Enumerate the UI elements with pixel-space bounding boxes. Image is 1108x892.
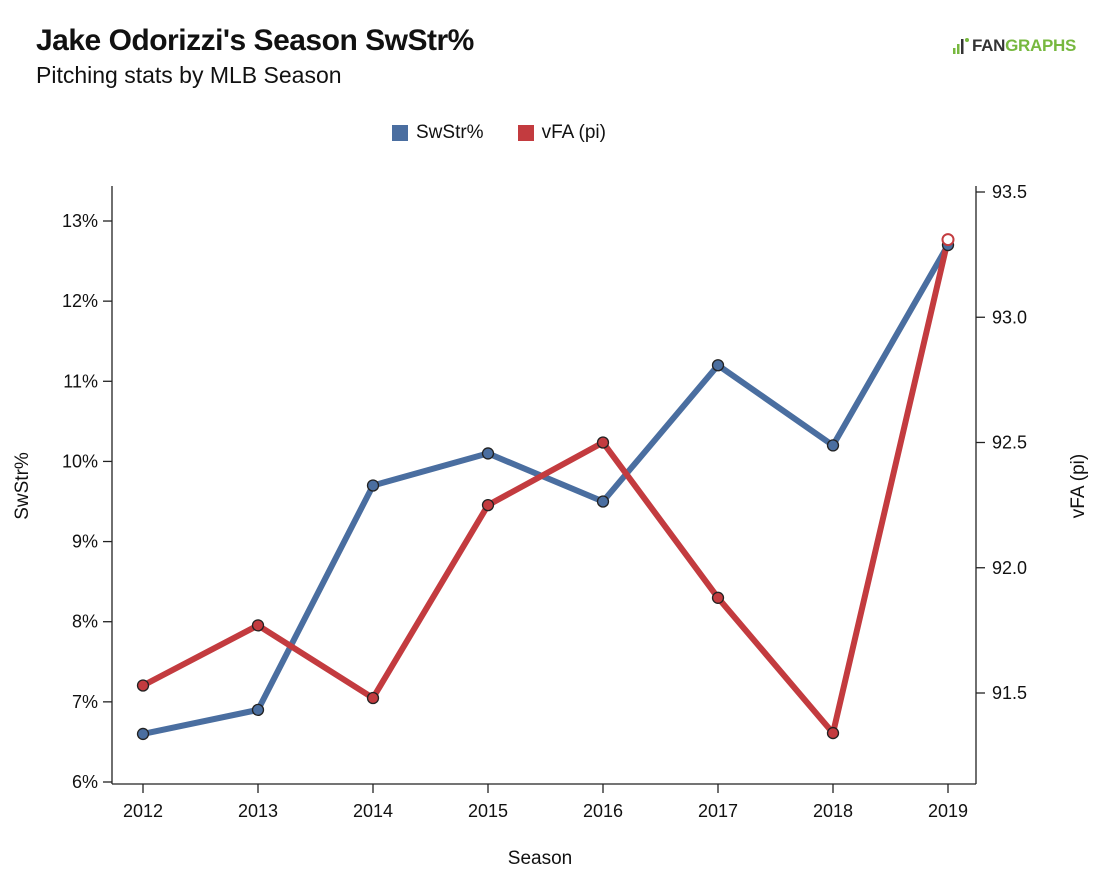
legend-item-swstr[interactable]: SwStr% — [392, 122, 484, 144]
y-left-tick-label: 6% — [72, 772, 98, 792]
x-tick-label: 2017 — [698, 801, 738, 821]
x-axis-title: Season — [508, 848, 572, 869]
y-right-tick-label: 91.5 — [992, 683, 1027, 703]
data-point-swstr — [251, 703, 265, 717]
y-left-tick-label: 13% — [62, 211, 98, 231]
x-tick-label: 2018 — [813, 801, 853, 821]
y-axis-right-title: vFA (pi) — [1068, 454, 1089, 518]
data-point-vfa — [251, 619, 265, 632]
data-point-vfa — [136, 679, 150, 692]
data-point-swstr — [711, 359, 725, 372]
x-tick-label: 2013 — [238, 801, 278, 821]
data-point-vfa — [481, 498, 495, 512]
x-tick-label: 2012 — [123, 801, 163, 821]
data-point-vfa — [596, 436, 610, 449]
x-tick-label: 2016 — [583, 801, 623, 821]
y-left-tick-label: 7% — [72, 692, 98, 712]
data-point-vfa — [826, 726, 840, 740]
series-line-swstr — [140, 242, 951, 737]
y-right-tick-label: 92.5 — [992, 433, 1027, 453]
data-point-swstr — [596, 495, 610, 508]
legend-swatch-vfa — [517, 125, 534, 141]
x-tick-label: 2014 — [353, 801, 393, 821]
x-tick-label: 2015 — [468, 801, 508, 821]
legend-label-swstr: SwStr% — [416, 122, 484, 143]
data-point-swstr — [826, 439, 840, 452]
fangraphs-logo[interactable]: FAN GRAPHS — [952, 36, 1076, 56]
y-left-tick-label: 10% — [62, 451, 98, 471]
chart-title: Jake Odorizzi's Season SwStr% — [36, 24, 474, 57]
y-left-tick-label: 11% — [63, 371, 98, 391]
chart-legend: SwStr% vFA (pi) — [392, 122, 640, 144]
series-line-vfa — [140, 236, 951, 737]
logo-text-graphs: GRAPHS — [1005, 36, 1077, 55]
y-left-tick-label: 9% — [72, 532, 98, 552]
data-point-vfa — [941, 233, 955, 247]
data-point-swstr — [136, 727, 150, 741]
y-left-tick-label: 8% — [72, 612, 98, 632]
data-point-vfa — [366, 691, 380, 705]
data-point-swstr — [481, 447, 495, 460]
x-tick-label: 2019 — [928, 801, 968, 821]
logo-text-fan: FAN — [972, 36, 1006, 55]
fangraphs-bars-icon — [953, 38, 969, 54]
legend-item-vfa[interactable]: vFA (pi) — [517, 122, 606, 144]
legend-label-vfa: vFA (pi) — [541, 122, 606, 143]
data-point-swstr — [366, 479, 380, 492]
legend-swatch-swstr — [392, 125, 408, 141]
y-right-tick-label: 92.0 — [992, 558, 1027, 578]
chart-subtitle: Pitching stats by MLB Season — [36, 62, 342, 88]
y-right-tick-label: 93.0 — [992, 307, 1027, 327]
data-point-vfa — [711, 591, 725, 604]
y-right-tick-label: 93.5 — [992, 182, 1027, 202]
y-axis-left-title: SwStr% — [12, 452, 33, 520]
y-left-tick-label: 12% — [62, 291, 98, 311]
